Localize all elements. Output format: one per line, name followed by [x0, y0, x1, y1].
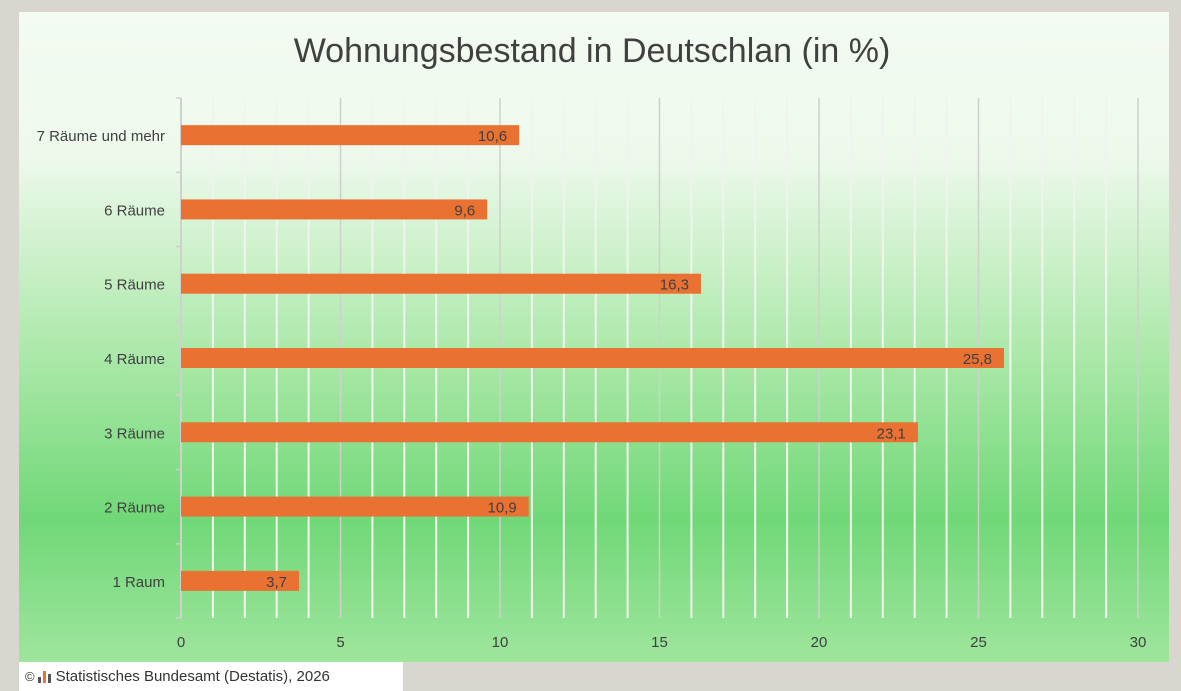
data-label: 16,3: [660, 277, 689, 294]
data-label: 3,7: [266, 574, 287, 591]
value-axis: 0 5 10 15 20 25 30: [177, 634, 1147, 651]
category-label: 6 Räume: [104, 202, 165, 219]
bar: [181, 273, 701, 294]
bar: [181, 348, 1005, 368]
data-label: 23,1: [877, 425, 906, 442]
bar: [181, 422, 918, 443]
category-axis: [176, 97, 182, 619]
tick-label: 5: [336, 634, 344, 651]
category-label: 5 Räume: [104, 277, 165, 294]
destatis-logo-icon: [37, 670, 52, 683]
category-label: 1 Raum: [112, 574, 165, 591]
data-label: 25,8: [963, 351, 992, 368]
category-label: 2 Räume: [104, 500, 165, 517]
data-label: 10,6: [478, 128, 507, 145]
chart-area: Wohnungsbestand in Deutschlan (in %) 10,…: [19, 12, 1169, 662]
tick-label: 0: [177, 634, 185, 651]
tick-label: 10: [492, 634, 509, 651]
bar: [181, 570, 300, 591]
bars: 10,6 7 Räume und mehr 9,6 6 Räume 16,3 5 Räum…: [37, 125, 1005, 591]
credit-text: Statistisches Bundesamt (Destatis), 2026: [55, 668, 330, 685]
source-credit: © Statistisches Bundesamt (Destatis), 20…: [19, 662, 403, 691]
bar: [181, 125, 520, 146]
bar: [181, 199, 488, 220]
tick-label: 15: [651, 634, 668, 651]
tick-label: 30: [1130, 634, 1147, 651]
category-label: 4 Räume: [104, 351, 165, 368]
category-label: 3 Räume: [104, 425, 165, 442]
bar-chart: Wohnungsbestand in Deutschlan (in %) 10,…: [37, 32, 1147, 651]
chart-title: Wohnungsbestand in Deutschlan (in %): [294, 32, 891, 70]
category-label: 7 Räume und mehr: [37, 128, 165, 145]
copyright-symbol: ©: [25, 669, 35, 684]
data-label: 10,9: [488, 500, 517, 517]
data-label: 9,6: [454, 202, 475, 219]
bar: [181, 496, 529, 517]
tick-label: 20: [811, 634, 828, 651]
tick-label: 25: [970, 634, 987, 651]
